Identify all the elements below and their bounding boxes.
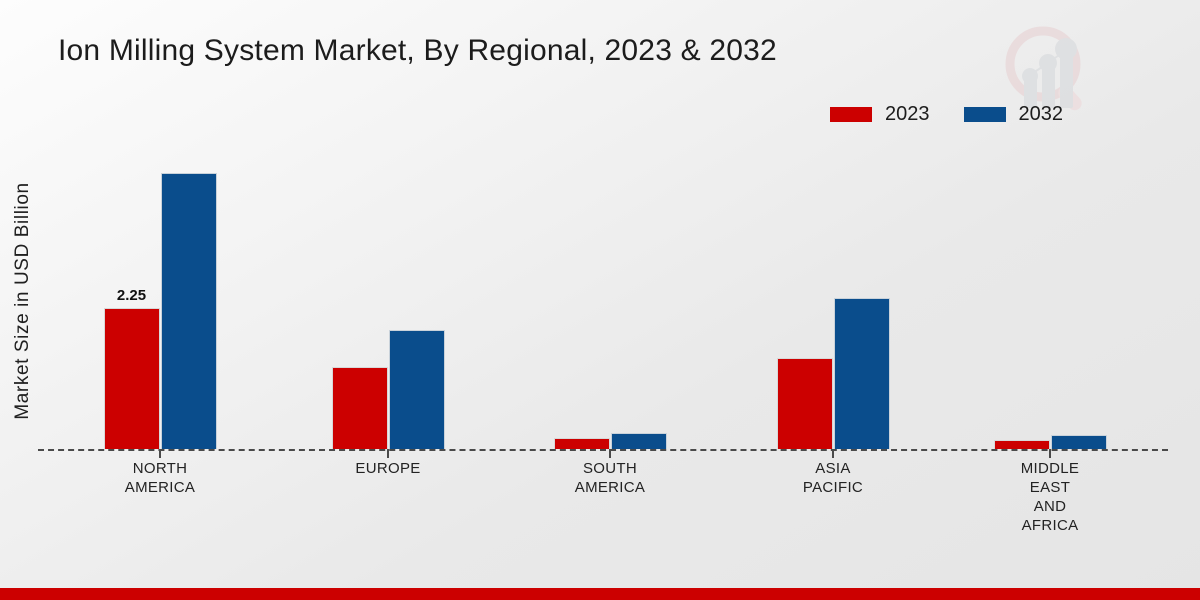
bar-group [776,132,890,458]
plot-area: 2.25 [38,132,1168,458]
x-axis-tick [387,449,389,458]
legend-item-2023[interactable]: 2023 [830,103,930,126]
category-label-middle-east-and-africa: MIDDLE EAST AND AFRICA [960,459,1140,535]
bar-2032-middle-east-and-africa[interactable] [1050,435,1107,449]
x-axis-tick [609,449,611,458]
category-label-asia-pacific: ASIA PACIFIC [743,459,923,497]
bar-2032-asia-pacific[interactable] [833,298,890,449]
category-label-line: PACIFIC [802,479,864,496]
bar-2023-middle-east-and-africa[interactable] [993,439,1050,449]
x-axis-tick [832,449,834,458]
category-label-line: MIDDLE [1020,460,1080,477]
legend-label-2032: 2032 [1018,103,1064,125]
y-axis-title: Market Size in USD Billion [12,182,33,420]
bar-2023-asia-pacific[interactable] [776,357,833,449]
category-label-line: EUROPE [355,460,421,477]
bar-group [331,132,445,458]
bar-2023-south-america[interactable] [553,437,610,449]
chart-title: Ion Milling System Market, By Regional, … [58,34,777,67]
bar-2023-europe[interactable] [331,367,388,449]
category-label-line: AMERICA [124,479,196,496]
bar-group: 2.25 [103,132,217,458]
category-label-line: AMERICA [574,479,646,496]
category-label-europe: EUROPE [298,459,478,478]
category-label-line: NORTH [132,460,188,477]
x-axis-baseline [38,449,1168,451]
category-label-line: EAST [1029,479,1071,496]
x-axis-tick [159,449,161,458]
bar-group [993,132,1107,458]
category-label-line: AFRICA [1021,517,1079,534]
category-label-north-america: NORTH AMERICA [70,459,250,497]
bar-value-label: 2.25 [116,286,147,304]
category-label-line: AND [1033,498,1067,515]
bar-group [553,132,667,458]
chart-legend: 2023 2032 [830,103,1063,126]
bar-2032-europe[interactable] [388,329,445,449]
category-label-south-america: SOUTH AMERICA [520,459,700,497]
bar-2023-north-america[interactable] [103,307,160,449]
legend-item-2032[interactable]: 2032 [963,103,1064,126]
bar-2032-north-america[interactable] [160,172,217,449]
legend-swatch-2032 [963,107,1006,122]
category-label-line: ASIA [815,460,851,477]
legend-swatch-2023 [830,107,872,122]
footer-stripe [0,588,1200,600]
legend-label-2023: 2023 [885,103,930,125]
x-axis-tick [1049,449,1051,458]
bar-2032-south-america[interactable] [610,433,667,449]
category-label-line: SOUTH [583,460,637,477]
